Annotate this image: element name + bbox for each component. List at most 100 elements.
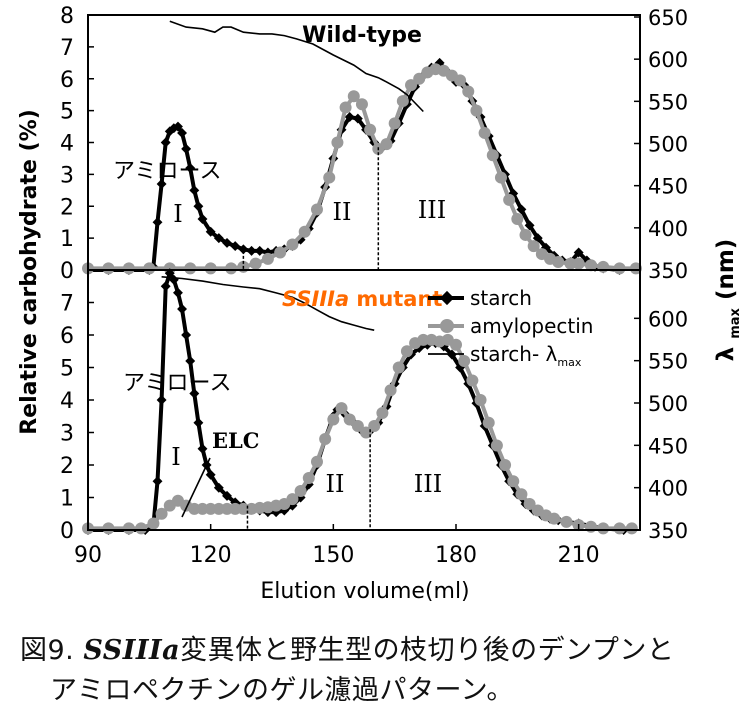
- amylopectin-point: [355, 98, 368, 111]
- gel-filtration-figure: 0 1 2 3 4 5 6 7 8 350 400 450 500 550 600 650 0 1 2 3 4 5 6 7 35…: [17, 4, 743, 604]
- y-left-tick-label: 3: [60, 163, 74, 188]
- starch-point: [573, 247, 584, 258]
- amylopectin-point: [413, 72, 426, 85]
- amylopectin-point: [466, 374, 479, 387]
- amylopectin-point: [135, 522, 148, 535]
- y-left-tick-label: 8: [60, 4, 74, 29]
- amylopectin-point: [261, 252, 274, 265]
- amylopectin-point: [462, 85, 475, 98]
- y-right-axis-label: λ max (nm): [713, 239, 743, 362]
- starch-point: [173, 121, 183, 132]
- y-right-tick-label: 350: [648, 519, 688, 543]
- starch-point: [181, 330, 192, 340]
- amylopectin-point: [204, 262, 217, 275]
- y-right-tick-label: 600: [648, 307, 688, 331]
- amylopectin-point: [323, 171, 336, 184]
- amylopectin-point: [155, 507, 168, 520]
- amylopectin-point: [327, 413, 340, 426]
- amylopectin-point: [310, 455, 323, 468]
- amylopectin-point: [376, 407, 389, 419]
- fraction-label: II: [333, 198, 352, 226]
- amylopectin-point: [147, 517, 160, 530]
- amylopectin-point: [470, 104, 483, 117]
- starch-point: [197, 443, 208, 454]
- y-left-tick-label: 2: [60, 454, 74, 479]
- starch-point: [156, 395, 167, 405]
- caption-prefix: 図9.: [20, 635, 84, 666]
- amylopectin-point: [249, 257, 262, 270]
- amylopectin-point: [351, 420, 364, 432]
- x-tick-label: 210: [558, 543, 600, 568]
- y-left-tick-label: 6: [60, 324, 74, 349]
- figure-caption-line-2: アミロペクチンのゲル濾過パターン。: [50, 668, 750, 707]
- amylopectin-point: [368, 420, 381, 432]
- y-left-tick-label: 1: [60, 227, 74, 252]
- y-right-tick-label: 550: [648, 90, 688, 114]
- x-tick-label: 90: [74, 543, 102, 568]
- y-left-tick-label: 1: [60, 487, 74, 512]
- starch-point: [185, 356, 196, 366]
- x-axis-label: Elution volume(ml): [260, 579, 469, 604]
- starch-point: [181, 143, 192, 154]
- starch-point: [246, 245, 257, 256]
- y-left-tick-label: 4: [60, 389, 74, 414]
- y-right-tick-label: 400: [648, 217, 688, 241]
- amylopectin-point: [494, 171, 507, 184]
- series-line-starch: [88, 271, 624, 532]
- amylose-label-top: アミロース: [113, 159, 221, 184]
- legend-label-starch: starch: [470, 286, 532, 310]
- y-left-tick-label: 7: [60, 36, 74, 61]
- amylopectin-point: [335, 402, 348, 415]
- y-right-tick-label: 550: [648, 350, 688, 374]
- amylopectin-point: [572, 257, 585, 270]
- amylopectin-point: [347, 90, 360, 103]
- fraction-label: III: [418, 196, 446, 224]
- starch-point: [160, 137, 171, 148]
- amylopectin-point: [364, 123, 377, 136]
- starch-point: [524, 220, 535, 231]
- caption-text: 変異体と野生型の枝切り後のデンプンと: [180, 635, 675, 666]
- starch-point: [152, 476, 163, 487]
- amylopectin-point: [396, 95, 409, 108]
- y-left-tick-label: 0: [60, 519, 74, 544]
- amylopectin-point: [302, 472, 315, 484]
- amylopectin-point: [511, 213, 524, 225]
- starch-point: [189, 388, 200, 399]
- starch-point: [213, 233, 224, 244]
- amylopectin-point: [102, 522, 115, 535]
- amylopectin-point: [343, 413, 356, 426]
- amylopectin-point: [482, 416, 495, 429]
- amylopectin-point: [523, 498, 536, 510]
- starch-point: [213, 482, 224, 493]
- amylopectin-point: [478, 126, 491, 139]
- amylopectin-point: [613, 522, 626, 535]
- starch-point: [205, 469, 216, 480]
- amylopectin-point: [331, 136, 344, 149]
- amylopectin-point: [122, 522, 135, 535]
- starch-point: [197, 214, 208, 224]
- amylopectin-point: [360, 426, 373, 439]
- amylopectin-point: [388, 117, 401, 130]
- amylopectin-point: [552, 256, 565, 269]
- amylopectin-point: [122, 262, 135, 275]
- x-tick-label: 120: [190, 543, 232, 568]
- fraction-label: I: [173, 200, 182, 228]
- y-right-tick-label: 400: [648, 477, 688, 501]
- amylopectin-point: [286, 238, 299, 251]
- y-right-tick-label: 450: [648, 434, 688, 458]
- amylopectin-point: [454, 74, 467, 87]
- y-right-tick-label: 450: [648, 175, 688, 199]
- starch-point: [173, 287, 183, 298]
- amylopectin-point: [515, 488, 528, 501]
- amylopectin-point: [503, 193, 516, 206]
- starch-point: [152, 217, 163, 228]
- legend-marker-starch: [439, 290, 455, 306]
- fraction-label: II: [326, 470, 345, 498]
- amylopectin-point: [392, 361, 405, 374]
- amylopectin-point: [625, 522, 638, 535]
- y-right-tick-label: 600: [648, 48, 688, 72]
- starch-point: [222, 490, 232, 501]
- amylopectin-point: [339, 101, 352, 114]
- amylopectin-point: [405, 79, 418, 92]
- legend-label-amylopectin: amylopectin: [470, 314, 593, 338]
